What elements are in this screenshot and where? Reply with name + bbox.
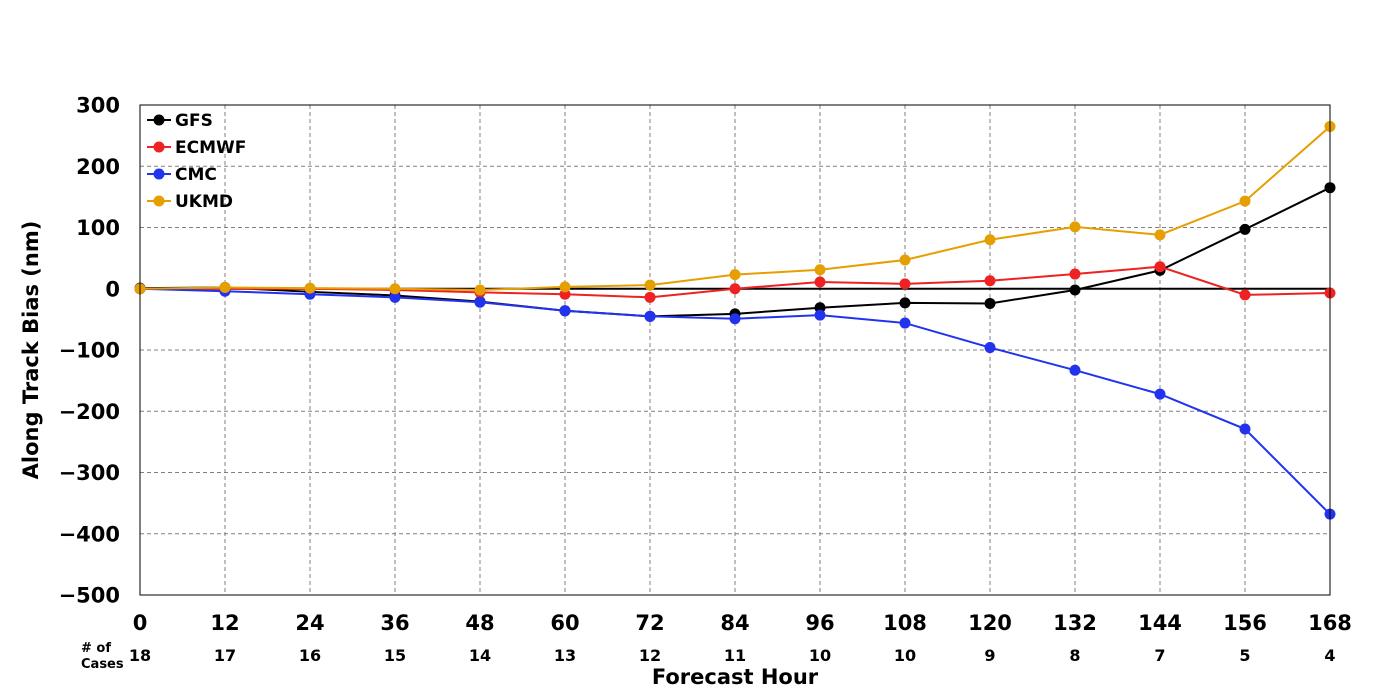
data-point-ecmwf — [984, 275, 996, 287]
x-axis-ticks: 0 12 24 36 48 60 72 84 96 108 120 132 144 156 168 — [133, 611, 1352, 635]
y-tick-label: −100 — [59, 339, 120, 363]
data-point-cmc — [984, 342, 996, 354]
data-point-ukmd — [729, 269, 741, 281]
legend-marker-ukmd — [153, 195, 165, 207]
data-point-cmc — [559, 305, 571, 317]
data-point-cmc — [474, 296, 486, 308]
legend-marker-gfs — [153, 114, 165, 126]
data-point-ukmd — [814, 264, 826, 276]
data-point-cmc — [1069, 364, 1081, 376]
data-point-cmc — [814, 309, 826, 321]
data-point-ukmd — [1154, 229, 1166, 241]
case-count: 4 — [1324, 646, 1335, 665]
data-point-ukmd — [219, 282, 231, 294]
case-count: 16 — [299, 646, 321, 665]
x-tick-label: 72 — [635, 611, 664, 635]
x-tick-label: 144 — [1138, 611, 1182, 635]
y-tick-label: −500 — [59, 584, 120, 608]
case-count: 14 — [469, 646, 491, 665]
y-tick-label: −400 — [59, 522, 120, 546]
data-point-ukmd — [559, 281, 571, 293]
y-tick-label: −200 — [59, 400, 120, 424]
data-point-gfs — [1239, 223, 1251, 235]
legend-label-cmc: CMC — [175, 165, 217, 185]
data-point-ukmd — [899, 254, 911, 266]
y-tick-label: 300 — [76, 94, 120, 118]
x-tick-label: 12 — [210, 611, 239, 635]
x-tick-label: 0 — [133, 611, 148, 635]
case-count: 7 — [1154, 646, 1165, 665]
case-count: 11 — [724, 646, 746, 665]
x-axis-label: Forecast Hour — [652, 665, 819, 689]
data-point-cmc — [389, 291, 401, 303]
x-tick-label: 120 — [968, 611, 1012, 635]
data-point-ecmwf — [1239, 289, 1251, 301]
legend-label-gfs: GFS — [175, 111, 213, 131]
data-point-gfs — [899, 297, 911, 309]
y-tick-label: 200 — [76, 155, 120, 179]
case-count: 13 — [554, 646, 576, 665]
x-tick-label: 60 — [550, 611, 579, 635]
data-point-gfs — [1069, 284, 1081, 296]
data-point-ukmd — [1239, 195, 1251, 207]
x-tick-label: 84 — [720, 611, 749, 635]
legend-label-ukmd: UKMD — [175, 192, 233, 212]
data-point-ukmd — [984, 234, 996, 246]
data-point-cmc — [899, 317, 911, 329]
case-count: 5 — [1239, 646, 1250, 665]
case-count: 10 — [809, 646, 831, 665]
x-tick-label: 132 — [1053, 611, 1097, 635]
data-point-ukmd — [389, 283, 401, 295]
case-count: 15 — [384, 646, 406, 665]
data-point-cmc — [644, 310, 656, 322]
data-point-ukmd — [644, 279, 656, 291]
data-point-ecmwf — [814, 276, 826, 288]
x-tick-label: 168 — [1308, 611, 1352, 635]
case-count: 18 — [129, 646, 151, 665]
y-tick-label: 100 — [76, 216, 120, 240]
y-axis-ticks: 300 200 100 0 −100 −200 −300 −400 −500 — [59, 94, 120, 608]
series-layer — [134, 120, 1336, 520]
data-point-ukmd — [304, 282, 316, 294]
data-point-ecmwf — [1069, 268, 1081, 280]
legend-label-ecmwf: ECMWF — [175, 138, 246, 158]
x-tick-label: 48 — [465, 611, 494, 635]
data-point-cmc — [1154, 388, 1166, 400]
case-count: 17 — [214, 646, 236, 665]
data-point-cmc — [729, 313, 741, 325]
case-count: 9 — [984, 646, 995, 665]
cases-label-line1: # of — [81, 641, 111, 656]
grid — [140, 105, 1330, 595]
x-tick-label: 108 — [883, 611, 927, 635]
y-tick-label: −300 — [59, 461, 120, 485]
plot-area — [139, 104, 1331, 596]
legend-marker-ecmwf — [153, 141, 165, 153]
x-tick-label: 96 — [805, 611, 834, 635]
legend: GFS ECMWF CMC UKMD — [147, 111, 246, 212]
data-point-gfs — [984, 297, 996, 309]
case-count: 8 — [1069, 646, 1080, 665]
legend-marker-cmc — [153, 168, 165, 180]
case-count: 10 — [894, 646, 916, 665]
data-point-ecmwf — [729, 283, 741, 295]
x-tick-label: 156 — [1223, 611, 1267, 635]
y-tick-label: 0 — [105, 277, 120, 301]
y-axis-label: Along Track Bias (nm) — [19, 221, 43, 480]
data-point-ukmd — [1069, 221, 1081, 233]
x-tick-label: 24 — [295, 611, 324, 635]
data-point-ecmwf — [899, 278, 911, 290]
data-point-ecmwf — [1154, 261, 1166, 273]
cases-row: 18 17 16 15 14 13 12 11 10 10 9 8 7 5 4 — [129, 646, 1336, 665]
data-point-ecmwf — [644, 291, 656, 303]
data-point-cmc — [1239, 423, 1251, 435]
cases-label-line2: Cases — [81, 657, 124, 672]
case-count: 12 — [639, 646, 661, 665]
x-tick-label: 36 — [380, 611, 409, 635]
data-point-ukmd — [474, 284, 486, 296]
